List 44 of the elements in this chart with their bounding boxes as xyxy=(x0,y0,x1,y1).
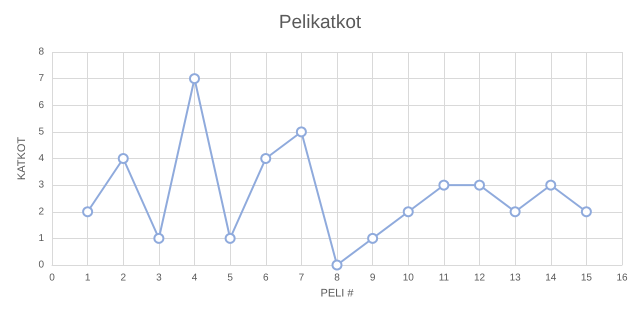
x-axis-title: PELI # xyxy=(320,287,354,300)
x-tick-label: 7 xyxy=(298,272,305,284)
y-tick-label: 1 xyxy=(38,232,44,244)
x-tick-label: 13 xyxy=(510,272,522,284)
x-tick-label: 10 xyxy=(402,272,414,284)
x-tick-label: 6 xyxy=(262,272,269,284)
x-tick-label: 0 xyxy=(49,272,56,284)
point xyxy=(118,153,129,164)
point xyxy=(580,206,592,218)
x-tick-label: 5 xyxy=(227,272,234,284)
y-axis-title: KATKOT xyxy=(16,136,28,180)
point xyxy=(224,232,236,244)
point xyxy=(510,206,521,218)
y-tick-label: 4 xyxy=(38,153,44,164)
x-tick-label: 11 xyxy=(438,272,450,284)
y-tick-label: 3 xyxy=(38,180,44,191)
x-tick-label: 1 xyxy=(84,272,91,284)
x-tick-label: 16 xyxy=(616,272,628,284)
point xyxy=(332,260,342,270)
point xyxy=(545,180,556,191)
y-tick-label: 5 xyxy=(38,126,44,138)
y-tick-label: 6 xyxy=(38,100,44,111)
y-tick-label: 8 xyxy=(38,46,44,58)
point xyxy=(438,180,450,191)
y-tick-label: 2 xyxy=(38,206,44,218)
point xyxy=(82,206,94,218)
point xyxy=(367,232,378,244)
x-tick-label: 15 xyxy=(580,272,592,284)
x-tick-label: 8 xyxy=(334,272,340,284)
point xyxy=(153,232,164,244)
point xyxy=(474,180,485,191)
x-tick-label: 2 xyxy=(120,272,126,284)
chart-title: Pelikatkot xyxy=(278,12,362,33)
x-tick-label: 14 xyxy=(545,272,557,284)
point xyxy=(189,73,200,84)
x-tick-label: 4 xyxy=(192,272,198,284)
point xyxy=(402,206,414,218)
point xyxy=(296,126,307,138)
y-tick-label: 0 xyxy=(38,260,44,270)
x-tick-label: 9 xyxy=(370,272,376,284)
y-tick-label: 7 xyxy=(38,73,44,84)
x-tick-label: 12 xyxy=(474,272,486,284)
point xyxy=(260,153,272,164)
x-tick-label: 3 xyxy=(156,272,162,284)
